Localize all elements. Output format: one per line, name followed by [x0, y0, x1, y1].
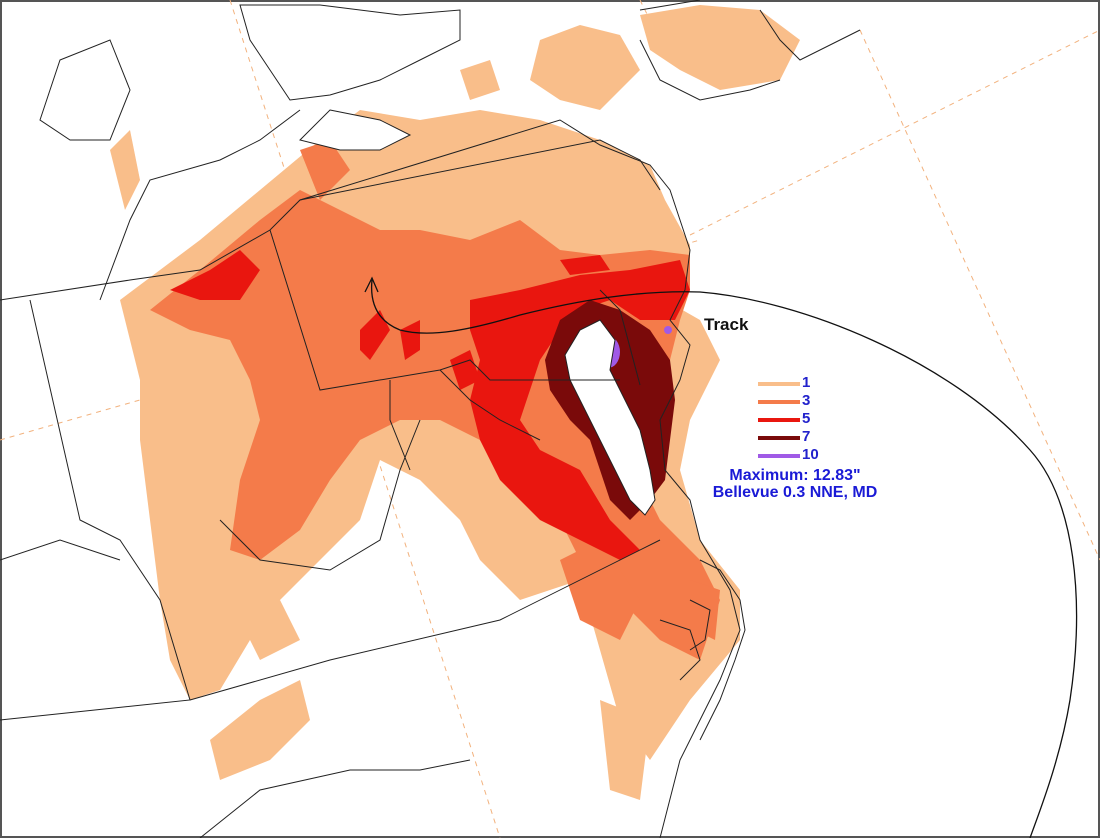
legend-value-7: 7 — [802, 428, 811, 445]
legend-item-5: 5 — [758, 410, 828, 428]
water-bodies — [39, 4, 656, 516]
legend-swatch-1 — [758, 382, 800, 386]
legend-item-3: 3 — [758, 392, 828, 410]
legend-item-7: 7 — [758, 428, 828, 446]
legend-item-10: 10 — [758, 446, 828, 464]
track-label: Track — [704, 315, 749, 334]
legend-item-1: 1 — [758, 374, 828, 392]
maximum-annotation: Maximum: 12.83" Bellevue 0.3 NNE, MD — [680, 467, 910, 501]
legend-swatch-7 — [758, 436, 800, 440]
legend-swatch-10 — [758, 454, 800, 458]
legend-value-1: 1 — [802, 374, 811, 391]
legend-value-5: 5 — [802, 410, 811, 427]
storm-track-line — [364, 276, 1078, 838]
legend-value-3: 3 — [802, 392, 811, 409]
coastline-detail — [659, 559, 746, 741]
rainfall-5in-area — [170, 250, 690, 560]
maximum-value: Maximum: 12.83" — [729, 467, 861, 484]
legend-swatch-3 — [758, 400, 800, 404]
maximum-location: Bellevue 0.3 NNE, MD — [712, 484, 878, 501]
legend-swatch-5 — [758, 418, 800, 422]
state-boundaries — [0, 0, 861, 838]
legend-value-10: 10 — [802, 446, 819, 463]
